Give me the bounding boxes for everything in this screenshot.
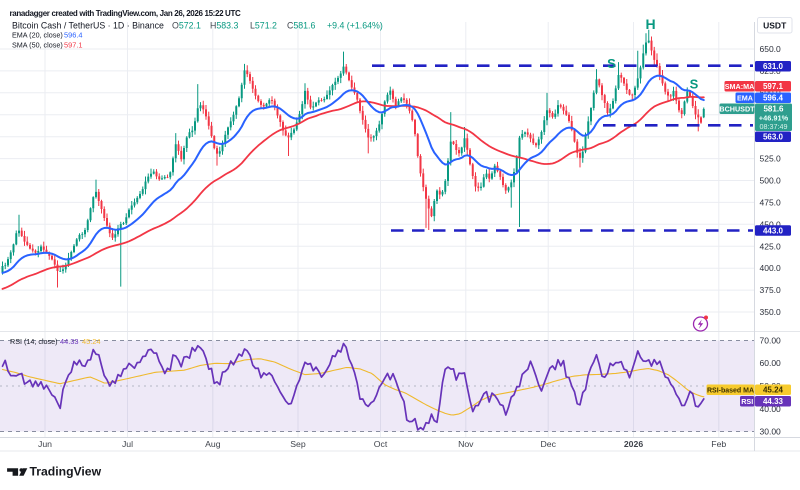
svg-text:631.0: 631.0 — [763, 62, 784, 71]
svg-text:+46.91%: +46.91% — [759, 114, 789, 123]
svg-text:+9.4 (+1.64%): +9.4 (+1.64%) — [327, 21, 383, 31]
svg-text:475.0: 475.0 — [760, 197, 782, 207]
svg-text:S: S — [607, 56, 616, 71]
svg-text:40.00: 40.00 — [760, 404, 782, 414]
svg-text:BCHUSDT: BCHUSDT — [719, 105, 755, 114]
svg-text:44.33: 44.33 — [60, 337, 79, 346]
svg-text:Sep: Sep — [290, 439, 306, 449]
svg-text:525.0: 525.0 — [760, 154, 782, 164]
svg-text:596.4: 596.4 — [64, 31, 83, 40]
svg-text:L571.2: L571.2 — [250, 21, 277, 31]
svg-text:USDT: USDT — [763, 20, 787, 30]
svg-text:Jul: Jul — [122, 439, 133, 449]
svg-text:O572.1: O572.1 — [172, 21, 201, 31]
svg-text:C581.6: C581.6 — [287, 21, 315, 31]
svg-text:SMA:MA: SMA:MA — [725, 82, 755, 91]
svg-text:581.6: 581.6 — [763, 105, 784, 114]
svg-text:SMA (50, close): SMA (50, close) — [12, 40, 63, 49]
svg-text:H583.3: H583.3 — [210, 21, 238, 31]
svg-text:425.0: 425.0 — [760, 241, 782, 251]
svg-text:597.1: 597.1 — [763, 82, 784, 91]
svg-text:Feb: Feb — [711, 439, 726, 449]
svg-text:45.24: 45.24 — [763, 386, 784, 395]
svg-text:RSI (14, close): RSI (14, close) — [10, 337, 58, 346]
svg-text:30.00: 30.00 — [760, 427, 782, 437]
svg-text:44.33: 44.33 — [763, 397, 784, 406]
svg-text:H: H — [645, 16, 655, 32]
svg-text:60.00: 60.00 — [760, 358, 782, 368]
svg-text:Bitcoin Cash / TetherUS · 1D ·: Bitcoin Cash / TetherUS · 1D · Binance — [12, 21, 164, 31]
svg-text:443.0: 443.0 — [763, 226, 784, 235]
svg-text:08:37:49: 08:37:49 — [760, 122, 788, 131]
svg-text:Dec: Dec — [540, 439, 556, 449]
svg-text:2026: 2026 — [624, 439, 643, 449]
svg-text:597.1: 597.1 — [64, 40, 83, 49]
svg-text:375.0: 375.0 — [760, 285, 782, 295]
svg-text:70.00: 70.00 — [760, 336, 782, 346]
svg-text:450.0: 450.0 — [760, 219, 782, 229]
svg-text:45.24: 45.24 — [82, 337, 101, 346]
svg-text:350.0: 350.0 — [760, 307, 782, 317]
svg-text:563.0: 563.0 — [763, 133, 784, 142]
svg-text:Aug: Aug — [205, 439, 221, 449]
svg-text:S: S — [690, 77, 699, 92]
svg-text:Oct: Oct — [374, 439, 388, 449]
svg-text:Nov: Nov — [458, 439, 474, 449]
svg-text:500.0: 500.0 — [760, 176, 782, 186]
svg-text:EMA (20, close): EMA (20, close) — [12, 31, 63, 40]
svg-text:650.0: 650.0 — [760, 44, 782, 54]
svg-text:ranadagger created with Tradin: ranadagger created with TradingView.com,… — [10, 9, 242, 18]
svg-text:TradingView: TradingView — [30, 465, 102, 479]
svg-text:Jun: Jun — [38, 439, 52, 449]
svg-text:RSI: RSI — [741, 397, 753, 406]
svg-text:400.0: 400.0 — [760, 263, 782, 273]
svg-text:EMA: EMA — [737, 94, 753, 103]
svg-text:RSI-based MA: RSI-based MA — [707, 388, 754, 395]
svg-text:596.4: 596.4 — [763, 94, 784, 103]
